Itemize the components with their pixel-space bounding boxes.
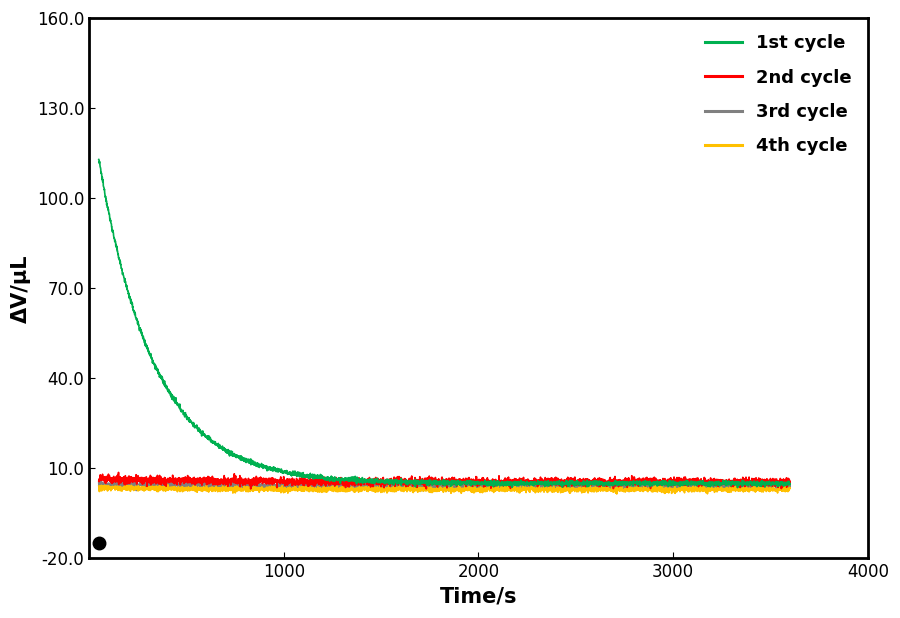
4th cycle	[732, 484, 742, 491]
3rd cycle	[108, 476, 119, 483]
2nd cycle	[533, 478, 544, 486]
4th cycle	[343, 485, 354, 492]
4th cycle	[238, 485, 248, 493]
2nd cycle	[732, 481, 742, 488]
2nd cycle	[344, 478, 355, 486]
1st cycle	[731, 478, 742, 486]
1st cycle	[785, 481, 796, 488]
1st cycle	[419, 479, 430, 486]
4th cycle	[504, 483, 515, 491]
1st cycle	[732, 484, 742, 491]
2nd cycle	[785, 478, 796, 485]
1st cycle	[503, 481, 514, 488]
1st cycle	[343, 476, 354, 484]
4th cycle	[785, 485, 796, 492]
3rd cycle	[624, 488, 634, 496]
Line: 1st cycle: 1st cycle	[99, 159, 790, 488]
3rd cycle	[238, 481, 248, 488]
4th cycle	[533, 486, 544, 493]
1st cycle	[94, 156, 104, 163]
3rd cycle	[785, 480, 796, 488]
3rd cycle	[732, 483, 742, 490]
3rd cycle	[419, 482, 430, 489]
2nd cycle	[94, 477, 104, 485]
2nd cycle	[420, 478, 431, 486]
3rd cycle	[533, 484, 544, 491]
4th cycle	[94, 482, 104, 489]
Line: 4th cycle: 4th cycle	[99, 484, 790, 494]
2nd cycle	[113, 468, 124, 476]
X-axis label: Time/s: Time/s	[440, 587, 517, 607]
4th cycle	[611, 490, 622, 497]
1st cycle	[238, 457, 248, 464]
Line: 2nd cycle: 2nd cycle	[99, 472, 790, 489]
Line: 3rd cycle: 3rd cycle	[99, 480, 790, 492]
Y-axis label: ΔV/μL: ΔV/μL	[11, 254, 32, 323]
Legend: 1st cycle, 2nd cycle, 3rd cycle, 4th cycle: 1st cycle, 2nd cycle, 3rd cycle, 4th cyc…	[698, 27, 859, 163]
2nd cycle	[246, 485, 256, 493]
2nd cycle	[238, 476, 248, 483]
1st cycle	[533, 480, 544, 487]
4th cycle	[432, 480, 443, 488]
2nd cycle	[504, 478, 515, 485]
4th cycle	[419, 484, 430, 491]
3rd cycle	[344, 480, 355, 487]
3rd cycle	[504, 483, 515, 491]
3rd cycle	[94, 479, 104, 486]
